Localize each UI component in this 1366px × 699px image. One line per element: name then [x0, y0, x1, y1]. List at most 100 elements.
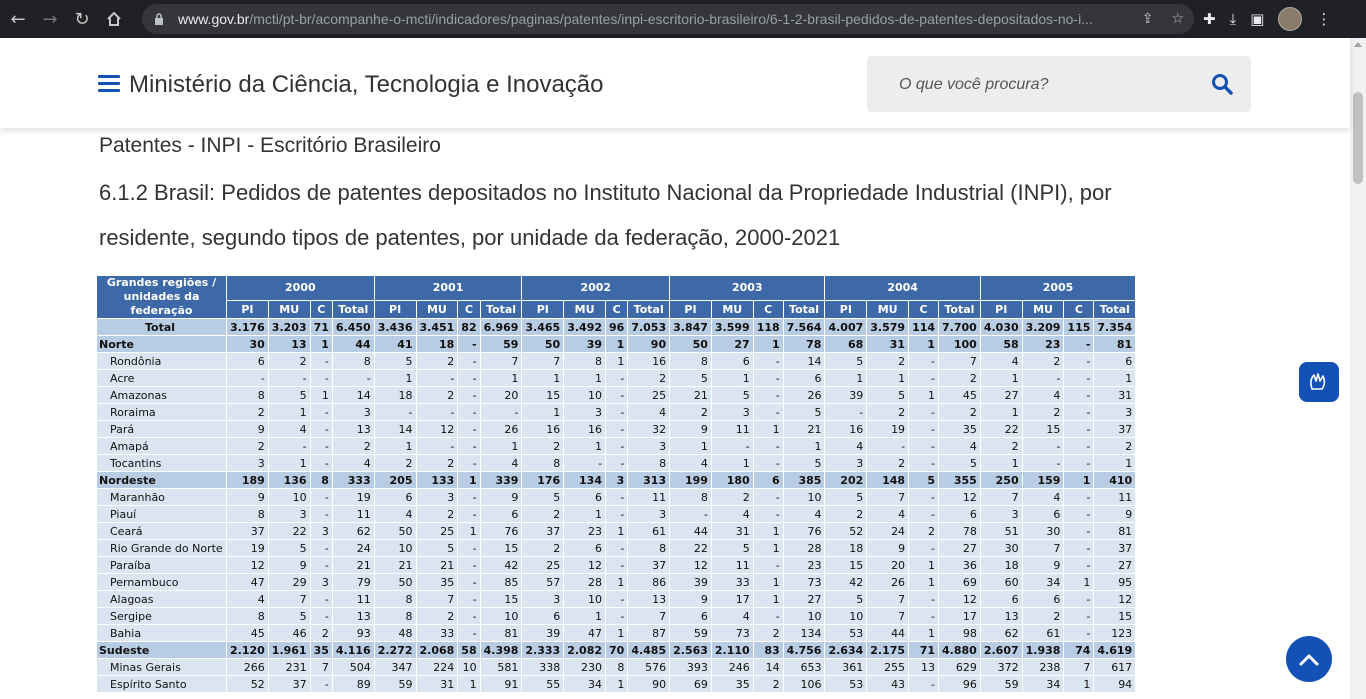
table-cell: 5: [710, 386, 754, 404]
table-row: Acre - - - -1- -1 1 1-2 5 1-6 1 1-2 1- -1: [96, 369, 1137, 387]
lock-icon[interactable]: [152, 12, 166, 26]
search-input[interactable]: [897, 72, 1201, 98]
table-cell: 6: [563, 539, 606, 557]
site-title[interactable]: Ministério da Ciência, Tecnologia e Inov…: [129, 71, 604, 98]
table-cell: 12: [226, 556, 269, 574]
forward-icon[interactable]: →: [42, 8, 58, 30]
subcol-header: PI: [979, 299, 1023, 320]
table-cell: 1: [979, 454, 1023, 472]
table-cell: 30: [1021, 522, 1065, 540]
table-cell: 37: [521, 522, 565, 540]
scrollbar-thumb[interactable]: [1353, 92, 1363, 184]
table-cell: 13: [908, 658, 940, 676]
table-cell: 176: [521, 471, 565, 489]
hamburger-menu-icon[interactable]: [98, 75, 120, 93]
subcol-header: Total: [331, 299, 375, 320]
table-cell: 6: [752, 471, 784, 489]
table-cell: 4.619: [1093, 641, 1137, 659]
table-cell: 1: [267, 454, 311, 472]
table-cell: 372: [979, 658, 1023, 676]
table-cell: 14: [373, 420, 417, 438]
table-cell: 1: [604, 624, 629, 642]
table-cell: 50: [521, 335, 565, 353]
table-cell: 25: [627, 386, 671, 404]
table-cell: 10: [563, 590, 606, 608]
side-panel-icon[interactable]: ▣: [1250, 10, 1265, 28]
table-cell: 238: [1021, 658, 1065, 676]
table-cell: 22: [267, 522, 311, 540]
back-icon[interactable]: ←: [10, 8, 26, 30]
table-cell: 69: [938, 573, 981, 591]
table-cell: 3.209: [1021, 318, 1065, 336]
row-label: Bahia: [96, 624, 227, 642]
reload-icon[interactable]: ↻: [74, 8, 90, 30]
table-cell: -: [1063, 386, 1095, 404]
table-cell: -: [752, 352, 784, 370]
table-cell: 44: [331, 335, 375, 353]
table-cell: 3: [710, 403, 754, 421]
table-cell: 52: [226, 675, 269, 693]
menu-kebab-icon[interactable]: ⋮: [1316, 10, 1332, 28]
table-cell: -: [752, 454, 784, 472]
table-cell: 8: [226, 505, 269, 523]
table-cell: 3: [309, 573, 333, 591]
table-cell: 10: [457, 658, 481, 676]
table-cell: 53: [824, 675, 868, 693]
table-cell: -: [457, 420, 481, 438]
table-cell: -: [457, 556, 481, 574]
row-header: Grandes regiões / unidades da federação: [96, 275, 227, 319]
back-to-top-button[interactable]: [1286, 636, 1332, 682]
address-bar[interactable]: www.gov.br/mcti/pt-br/acompanhe-o-mcti/i…: [142, 4, 1194, 34]
table-cell: 27: [979, 386, 1023, 404]
extensions-icon[interactable]: ✚: [1203, 10, 1216, 28]
table-cell: 581: [479, 658, 523, 676]
bookmark-star-icon[interactable]: ☆: [1171, 11, 1184, 27]
table-cell: 2: [226, 403, 269, 421]
home-icon[interactable]: [100, 5, 128, 33]
table-row: Pernambuco 47 29 3 79 50 35-85 57 28 1 86 39 33 1 73 42…: [96, 573, 1137, 591]
table-cell: 255: [866, 658, 910, 676]
table-cell: 3.436: [373, 318, 417, 336]
table-row: Maranhão 9 10-19 6 3-9 5 6-11 8 2-10 5 7-12 7 4-11: [96, 488, 1137, 506]
table-cell: 68: [824, 335, 868, 353]
table-cell: 16: [627, 352, 671, 370]
table-cell: 46: [267, 624, 311, 642]
table-cell: 15: [521, 386, 565, 404]
table-cell: 231: [267, 658, 311, 676]
table-cell: 6: [979, 590, 1023, 608]
table-cell: 1: [563, 505, 606, 523]
table-cell: 31: [866, 335, 910, 353]
table-cell: 202: [824, 471, 868, 489]
download-icon[interactable]: ⤓: [1229, 10, 1237, 28]
accessibility-hands-icon[interactable]: [1299, 362, 1339, 402]
share-icon[interactable]: ⇪: [1141, 11, 1154, 27]
table-cell: 8: [226, 386, 269, 404]
table-cell: 6.969: [479, 318, 523, 336]
row-label: Rondônia: [96, 352, 227, 370]
table-cell: 36: [938, 556, 981, 574]
table-cell: -: [457, 369, 481, 387]
subcol-header: MU: [710, 299, 754, 320]
url-text[interactable]: www.gov.br/mcti/pt-br/acompanhe-o-mcti/i…: [178, 11, 1093, 27]
table-cell: -: [1063, 488, 1095, 506]
table-cell: 22: [979, 420, 1023, 438]
table-cell: 19: [226, 539, 269, 557]
search-icon[interactable]: [1211, 73, 1233, 95]
table-cell: 45: [226, 624, 269, 642]
subcol-header: PI: [824, 299, 868, 320]
table-cell: 118: [752, 318, 784, 336]
page-scrollbar[interactable]: [1350, 38, 1366, 699]
table-cell: 12: [1093, 590, 1137, 608]
table-cell: 13: [627, 590, 671, 608]
table-cell: 2: [669, 403, 712, 421]
table-cell: 5: [908, 471, 940, 489]
row-label: Pará: [96, 420, 227, 438]
table-cell: 385: [782, 471, 826, 489]
table-cell: 6: [669, 607, 712, 625]
row-label: Sudeste: [96, 641, 227, 659]
scroll-up-icon[interactable]: [1354, 42, 1362, 47]
table-cell: 8: [563, 352, 606, 370]
table-cell: -: [1063, 437, 1095, 455]
table-cell: 18: [979, 556, 1023, 574]
profile-avatar[interactable]: [1278, 7, 1303, 31]
